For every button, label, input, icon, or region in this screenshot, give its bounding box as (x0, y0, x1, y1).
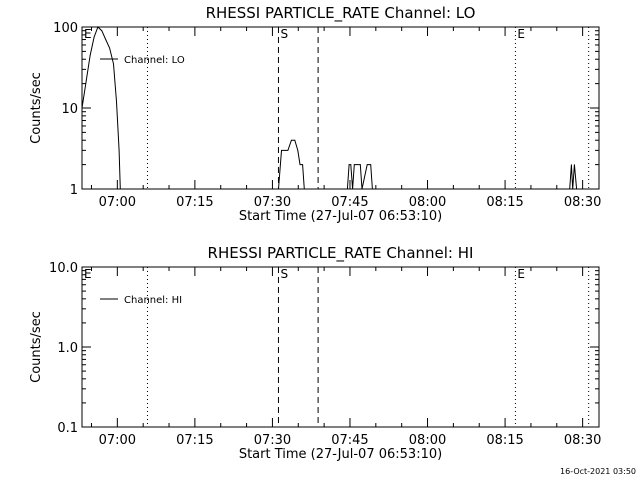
data-point (368, 164, 370, 166)
data-line (81, 26, 578, 190)
data-point (302, 164, 303, 166)
y-tick-label: 10.0 (49, 261, 78, 276)
y-axis-label: Counts/sec (29, 72, 44, 144)
data-point (105, 39, 107, 40)
data-point (85, 79, 87, 81)
x-tick-label: 08:15 (486, 433, 523, 448)
data-point (294, 139, 296, 141)
data-point (347, 188, 348, 190)
legend-entry: Channel: LO (124, 55, 185, 66)
data-point (352, 188, 353, 190)
data-point (119, 188, 121, 190)
chart-title: RHESSI PARTICLE_RATE Channel: LO (206, 4, 476, 23)
plot-frame (81, 266, 600, 428)
data-point (576, 188, 577, 190)
data-point (281, 150, 282, 151)
x-tick-label: 08:30 (564, 433, 601, 448)
y-tick-label: 1.0 (57, 341, 78, 356)
data-point (574, 164, 575, 166)
data-point (348, 164, 350, 166)
data-point (287, 150, 289, 151)
data-point (284, 150, 285, 151)
data-point (350, 164, 352, 166)
x-tick-label: 07:45 (331, 195, 368, 210)
y-tick-label: 1 (70, 183, 78, 198)
marker-label: S (280, 27, 288, 41)
data-point (370, 164, 372, 166)
data-point (571, 164, 572, 166)
y-axis-label: Counts/sec (29, 311, 44, 383)
data-point (353, 164, 355, 166)
x-tick-label: 07:30 (254, 433, 291, 448)
data-point (569, 188, 571, 190)
data-point (118, 150, 120, 151)
data-point (572, 188, 574, 190)
x-tick-label: 08:30 (564, 195, 601, 210)
data-point (109, 47, 110, 49)
x-tick-label: 07:15 (176, 433, 213, 448)
data-point (97, 26, 99, 28)
data-point (299, 164, 301, 166)
y-tick-label: 100 (53, 21, 78, 36)
data-point (93, 36, 95, 38)
print-timestamp: 16-Oct-2021 03:50 (560, 467, 636, 476)
y-tick-label: 0.1 (57, 421, 78, 436)
x-axis-label: Start Time (27-Jul-07 06:53:10) (239, 447, 442, 462)
data-point (303, 188, 305, 190)
marker-label: E (517, 27, 525, 41)
x-tick-label: 07:00 (99, 195, 136, 210)
data-point (81, 107, 83, 109)
marker-label: S (280, 267, 288, 281)
x-tick-label: 07:30 (254, 195, 291, 210)
data-point (113, 63, 114, 65)
data-point (372, 188, 373, 190)
data-point (101, 30, 103, 32)
data-point (291, 139, 292, 141)
plot-frame (81, 26, 600, 190)
x-tick-label: 07:45 (331, 433, 368, 448)
data-point (278, 188, 279, 190)
x-tick-label: 07:15 (176, 195, 213, 210)
x-tick-label: 08:00 (409, 433, 446, 448)
chart-title: RHESSI PARTICLE_RATE Channel: HI (208, 244, 474, 263)
marker-label: E (517, 267, 525, 281)
marker-label: E (84, 267, 92, 281)
x-tick-label: 08:15 (486, 195, 523, 210)
data-point (116, 101, 117, 102)
data-point (297, 150, 299, 151)
data-point (359, 164, 361, 166)
x-tick-label: 08:00 (409, 195, 446, 210)
data-point (366, 164, 368, 166)
lo-channel-panel: RHESSI PARTICLE_RATE Channel: LO 1 10 100 07… (29, 4, 601, 224)
x-axis-label: Start Time (27-Jul-07 06:53:10) (239, 209, 442, 224)
data-point (355, 164, 357, 166)
marker-label: E (84, 27, 92, 41)
legend-entry: Channel: HI (124, 295, 182, 306)
data-point (89, 54, 91, 56)
data-point (361, 188, 363, 190)
y-tick-label: 10 (61, 102, 78, 117)
hi-channel-panel: RHESSI PARTICLE_RATE Channel: HI 0.1 1.0 10… (29, 244, 601, 462)
x-tick-label: 07:00 (99, 433, 136, 448)
